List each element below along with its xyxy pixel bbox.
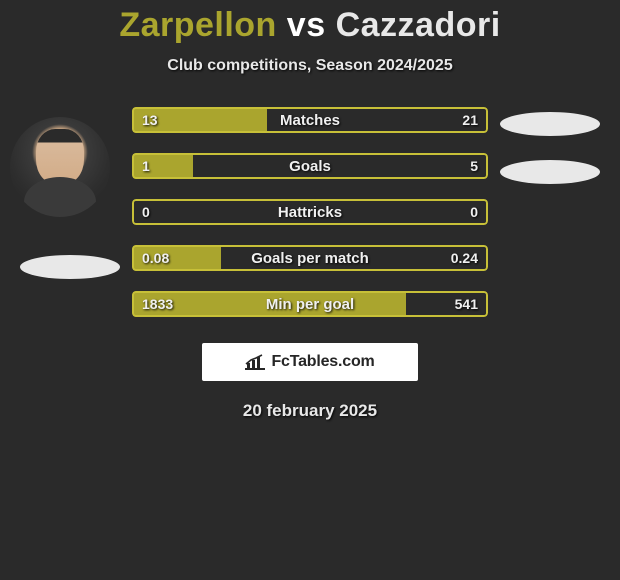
stat-value-right: 541	[455, 291, 478, 317]
stat-value-left: 1833	[142, 291, 173, 317]
date-text: 20 february 2025	[0, 401, 620, 421]
stat-value-left: 13	[142, 107, 158, 133]
stat-label: Hattricks	[132, 199, 488, 225]
stat-label: Goals per match	[132, 245, 488, 271]
stat-value-left: 0	[142, 199, 150, 225]
player2-avatar-placeholder	[500, 112, 600, 136]
subtitle: Club competitions, Season 2024/2025	[0, 57, 620, 75]
stat-value-right: 5	[470, 153, 478, 179]
comparison-infographic: Zarpellon vs Cazzadori Club competitions…	[0, 0, 620, 580]
player1-placeholder	[20, 255, 120, 279]
page-title: Zarpellon vs Cazzadori	[0, 0, 620, 45]
stat-row: Min per goal1833 541	[132, 291, 488, 317]
stat-row: Matches13 21	[132, 107, 488, 133]
stat-value-right: 0	[470, 199, 478, 225]
stat-label: Goals	[132, 153, 488, 179]
title-vs: vs	[287, 6, 326, 44]
stat-row: Goals per match0.08 0.24	[132, 245, 488, 271]
brand-chart-icon	[245, 354, 265, 370]
stat-value-right: 0.24	[451, 245, 478, 271]
title-player2: Cazzadori	[336, 6, 501, 44]
brand-badge: FcTables.com	[202, 343, 418, 381]
stats-area: Matches13 21 Goals1 5 Hattricks0 0 Goals per m…	[0, 107, 620, 317]
stat-label: Matches	[132, 107, 488, 133]
stat-label: Min per goal	[132, 291, 488, 317]
player2-placeholder	[500, 160, 600, 184]
stat-value-right: 21	[462, 107, 478, 133]
title-player1: Zarpellon	[119, 6, 277, 44]
stat-row: Hattricks0 0	[132, 199, 488, 225]
stat-row: Goals1 5	[132, 153, 488, 179]
stat-value-left: 0.08	[142, 245, 169, 271]
player1-avatar	[10, 117, 110, 217]
stat-value-left: 1	[142, 153, 150, 179]
stat-bars: Matches13 21 Goals1 5 Hattricks0 0 Goals per m…	[132, 107, 488, 317]
brand-text: FcTables.com	[271, 353, 374, 371]
